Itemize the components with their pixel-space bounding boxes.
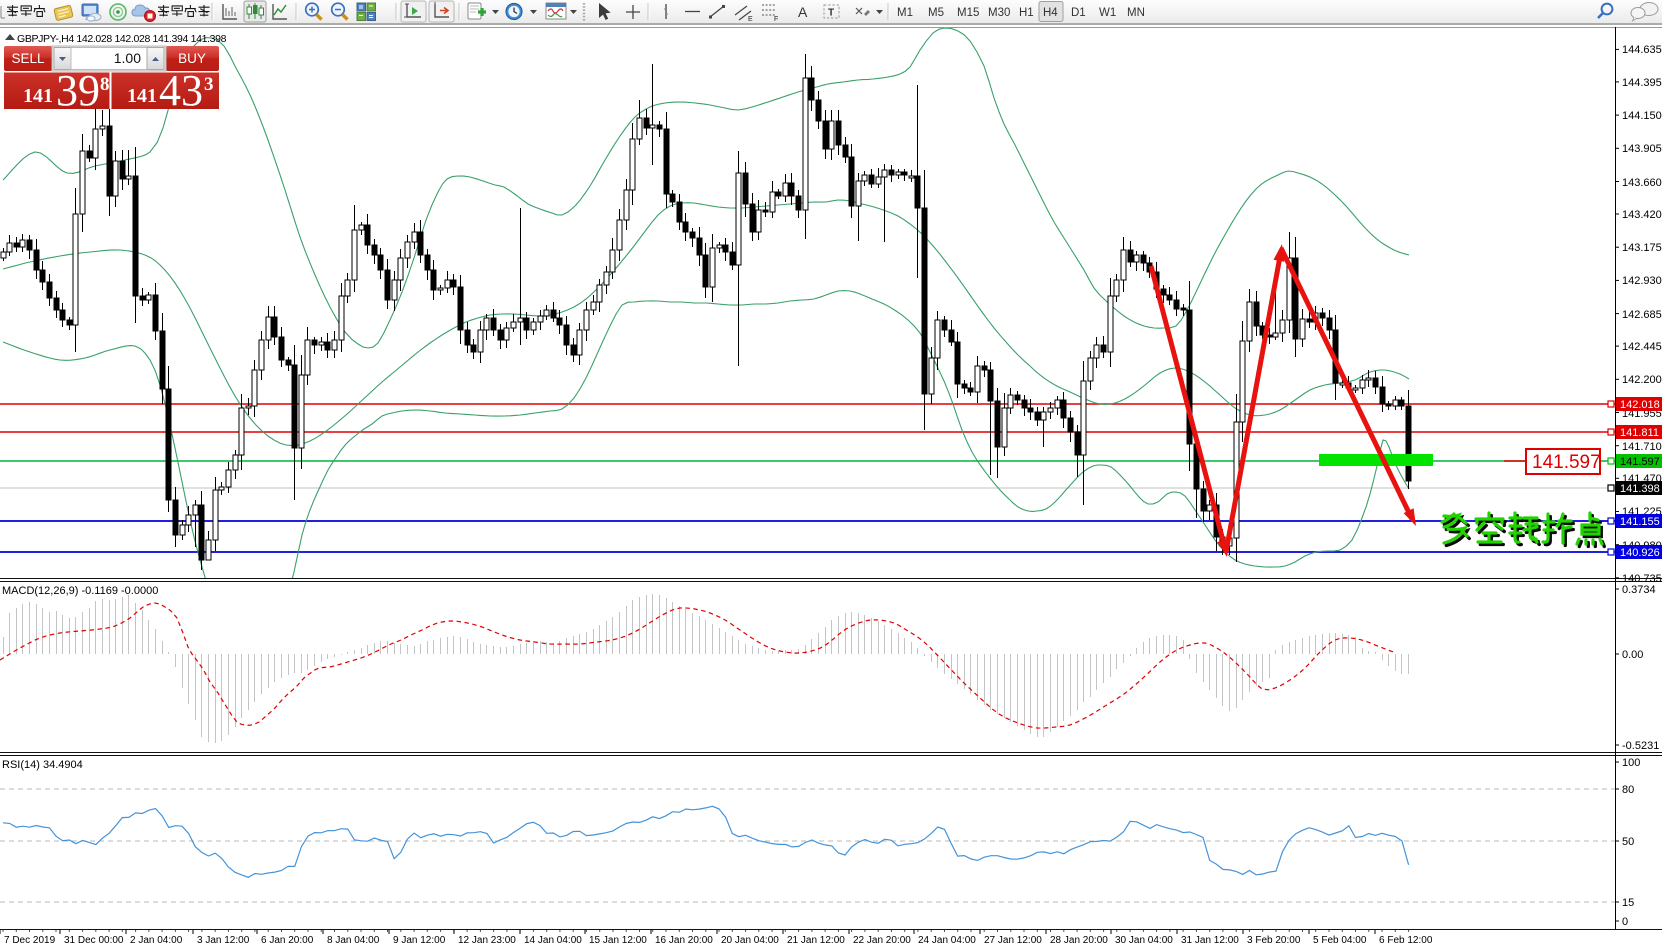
svg-text:142.018: 142.018 bbox=[1620, 399, 1660, 411]
svg-text:1.00: 1.00 bbox=[114, 50, 141, 66]
svg-text:141.398: 141.398 bbox=[1620, 483, 1660, 495]
svg-text:142.200: 142.200 bbox=[1622, 374, 1662, 386]
svg-text:140.926: 140.926 bbox=[1620, 547, 1660, 559]
svg-text:6 Feb 12:00: 6 Feb 12:00 bbox=[1379, 935, 1433, 946]
svg-text:6 Jan 20:00: 6 Jan 20:00 bbox=[261, 935, 314, 946]
svg-text:0.00: 0.00 bbox=[1622, 649, 1643, 661]
svg-text:141: 141 bbox=[23, 85, 53, 107]
svg-text:50: 50 bbox=[1622, 836, 1634, 848]
svg-text:0: 0 bbox=[1622, 916, 1628, 928]
svg-text:5 Feb 04:00: 5 Feb 04:00 bbox=[1313, 935, 1367, 946]
svg-text:8: 8 bbox=[100, 74, 110, 95]
svg-text:43: 43 bbox=[159, 66, 203, 115]
svg-text:RSI(14) 34.4904: RSI(14) 34.4904 bbox=[2, 759, 83, 771]
svg-text:141: 141 bbox=[127, 85, 157, 107]
svg-text:D1: D1 bbox=[1071, 7, 1086, 19]
svg-text:MN: MN bbox=[1127, 7, 1145, 19]
svg-text:142.930: 142.930 bbox=[1622, 275, 1662, 287]
svg-text:M1: M1 bbox=[897, 7, 913, 19]
svg-text:SELL: SELL bbox=[11, 51, 45, 66]
svg-text:BUY: BUY bbox=[178, 51, 206, 66]
svg-text:27 Jan 12:00: 27 Jan 12:00 bbox=[984, 935, 1042, 946]
svg-text:142.445: 142.445 bbox=[1622, 341, 1662, 353]
svg-text:143.420: 143.420 bbox=[1622, 209, 1662, 221]
svg-text:39: 39 bbox=[56, 66, 100, 115]
svg-text:MACD(12,26,9) -0.1169 -0.0000: MACD(12,26,9) -0.1169 -0.0000 bbox=[2, 585, 158, 597]
svg-text:M30: M30 bbox=[988, 7, 1010, 19]
svg-text:GBPJPY-,H4 142.028 142.028 14: GBPJPY-,H4 142.028 142.028 141.394 141.3… bbox=[17, 33, 227, 45]
svg-text:142.685: 142.685 bbox=[1622, 309, 1662, 321]
svg-text:-0.5231: -0.5231 bbox=[1622, 740, 1659, 752]
svg-text:143.905: 143.905 bbox=[1622, 143, 1662, 155]
svg-text:144.150: 144.150 bbox=[1622, 110, 1662, 122]
svg-text:16 Jan 20:00: 16 Jan 20:00 bbox=[655, 935, 713, 946]
svg-text:141.155: 141.155 bbox=[1620, 516, 1660, 528]
svg-text:7 Dec 2019: 7 Dec 2019 bbox=[4, 935, 56, 946]
svg-text:30 Jan 04:00: 30 Jan 04:00 bbox=[1115, 935, 1173, 946]
svg-text:20 Jan 04:00: 20 Jan 04:00 bbox=[721, 935, 779, 946]
svg-text:21 Jan 12:00: 21 Jan 12:00 bbox=[787, 935, 845, 946]
svg-text:31 Dec 00:00: 31 Dec 00:00 bbox=[64, 935, 124, 946]
svg-text:141.811: 141.811 bbox=[1620, 427, 1659, 439]
svg-text:3: 3 bbox=[204, 74, 214, 95]
svg-text:140.735: 140.735 bbox=[1622, 573, 1662, 585]
svg-text:W1: W1 bbox=[1099, 7, 1116, 19]
svg-text:T: T bbox=[828, 8, 834, 19]
svg-text:H4: H4 bbox=[1043, 7, 1058, 19]
svg-text:M15: M15 bbox=[957, 7, 979, 19]
svg-text:3 Jan 12:00: 3 Jan 12:00 bbox=[197, 935, 250, 946]
svg-text:A: A bbox=[798, 4, 808, 20]
svg-text:22 Jan 20:00: 22 Jan 20:00 bbox=[853, 935, 911, 946]
svg-text:143.175: 143.175 bbox=[1622, 242, 1662, 254]
svg-text:141.710: 141.710 bbox=[1622, 441, 1662, 453]
svg-text:144.635: 144.635 bbox=[1622, 44, 1662, 56]
svg-text:100: 100 bbox=[1622, 757, 1640, 769]
svg-text:E: E bbox=[748, 16, 753, 23]
svg-text:12 Jan 23:00: 12 Jan 23:00 bbox=[458, 935, 516, 946]
svg-text:141.597: 141.597 bbox=[1532, 452, 1601, 473]
svg-text:28 Jan 20:00: 28 Jan 20:00 bbox=[1050, 935, 1108, 946]
svg-text:141.597: 141.597 bbox=[1620, 456, 1660, 468]
svg-text:2 Jan 04:00: 2 Jan 04:00 bbox=[130, 935, 183, 946]
svg-text:9 Jan 12:00: 9 Jan 12:00 bbox=[393, 935, 446, 946]
svg-text:8 Jan 04:00: 8 Jan 04:00 bbox=[327, 935, 380, 946]
svg-text:31 Jan 12:00: 31 Jan 12:00 bbox=[1181, 935, 1239, 946]
svg-text:F: F bbox=[774, 16, 778, 23]
svg-text:14 Jan 04:00: 14 Jan 04:00 bbox=[524, 935, 582, 946]
svg-text:15: 15 bbox=[1622, 897, 1634, 909]
svg-text:0.3734: 0.3734 bbox=[1622, 584, 1656, 596]
svg-text:15 Jan 12:00: 15 Jan 12:00 bbox=[589, 935, 647, 946]
svg-text:24 Jan 04:00: 24 Jan 04:00 bbox=[918, 935, 976, 946]
svg-text:H1: H1 bbox=[1019, 7, 1034, 19]
svg-text:143.660: 143.660 bbox=[1622, 177, 1662, 189]
svg-text:80: 80 bbox=[1622, 784, 1634, 796]
svg-text:M5: M5 bbox=[928, 7, 944, 19]
svg-text:144.395: 144.395 bbox=[1622, 77, 1662, 89]
svg-text:3 Feb 20:00: 3 Feb 20:00 bbox=[1247, 935, 1301, 946]
